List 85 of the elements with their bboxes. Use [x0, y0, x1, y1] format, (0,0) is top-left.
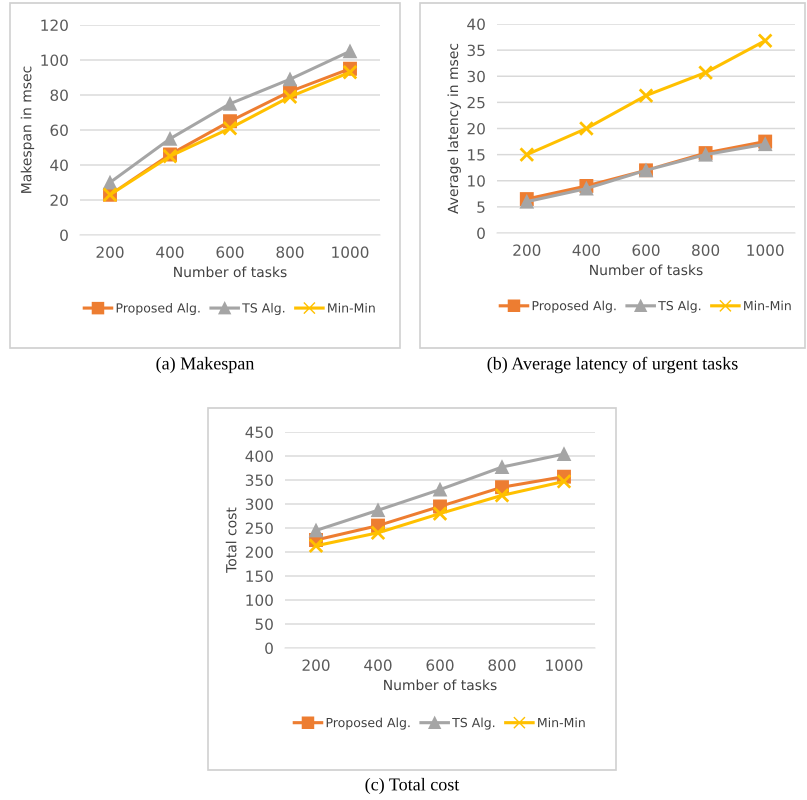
point: [557, 447, 571, 462]
y-tick-label: 120: [41, 19, 68, 32]
y-tick-label: 350: [246, 474, 273, 486]
point: [342, 64, 358, 80]
point: [698, 64, 714, 80]
point: [519, 146, 534, 162]
point: [371, 503, 385, 518]
point: [578, 120, 594, 136]
y-tick-label: 450: [245, 426, 273, 438]
legend-label: TS Alg.: [452, 718, 494, 730]
x-tick-label: 1000: [332, 246, 368, 258]
y-tick-label: 0: [477, 227, 485, 240]
x-tick-label: 1000: [747, 244, 784, 256]
point: [309, 523, 323, 538]
x-tick-label: 1000: [546, 659, 582, 671]
y-tick-label: 250: [246, 522, 273, 534]
y-tick-label: 30: [468, 70, 485, 82]
point: [758, 33, 773, 48]
point: [432, 506, 448, 522]
x-tick-label: 800: [488, 659, 516, 671]
x-axis-title: Number of tasks: [174, 266, 287, 278]
point: [370, 525, 386, 540]
point: [494, 488, 510, 503]
y-tick-label: 15: [468, 149, 485, 161]
x-tick-label: 200: [96, 246, 124, 258]
legend-label: Proposed Alg.: [326, 718, 410, 730]
x-axis-title: Number of tasks: [590, 264, 703, 276]
legend-label: Min-Min: [744, 300, 791, 310]
y-tick-label: 200: [246, 546, 273, 558]
y-tick-label: 40: [467, 18, 485, 30]
text: (a) Makespan: [156, 356, 254, 374]
text: (c) Total cost: [365, 778, 460, 794]
y-axis-title: Makespan in msec: [20, 66, 34, 193]
y-tick-label: 80: [50, 89, 68, 102]
y-tick-label: 0: [265, 642, 273, 654]
y-tick-label: 10: [468, 175, 485, 187]
x-tick-label: 600: [632, 244, 660, 256]
point: [103, 176, 117, 190]
legend-label: Proposed Alg.: [532, 300, 616, 313]
x-tick-label: 200: [302, 659, 330, 671]
y-tick-label: 40: [50, 159, 68, 172]
point: [283, 72, 297, 86]
x-tick-label: 800: [276, 246, 304, 258]
y-tick-label: 5: [477, 202, 485, 213]
x-axis-title: Number of tasks: [384, 679, 497, 690]
y-tick-label: 20: [50, 194, 68, 206]
point: [758, 137, 772, 152]
point: [579, 182, 594, 196]
point: [223, 96, 237, 111]
x-tick-label: 600: [426, 659, 454, 671]
y-tick-label: 300: [246, 498, 273, 510]
x-tick-label: 200: [513, 244, 540, 256]
point: [495, 460, 509, 474]
x-tick-label: 600: [216, 246, 244, 258]
point: [520, 194, 534, 209]
y-axis-title: Total cost: [226, 508, 236, 573]
point: [282, 89, 298, 104]
legend-label: Proposed Alg.: [116, 302, 200, 316]
y-axis-title: Average latency in msec: [447, 44, 461, 214]
y-tick-label: 400: [245, 450, 273, 462]
point: [163, 132, 177, 146]
x-tick-label: 400: [364, 659, 392, 671]
point: [222, 120, 238, 136]
y-tick-label: 20: [468, 122, 485, 135]
x-tick-label: 400: [156, 246, 184, 258]
y-tick-label: 150: [246, 570, 273, 582]
point: [556, 474, 572, 490]
legend-label: TS Alg.: [242, 302, 284, 316]
y-tick-label: 25: [468, 96, 485, 108]
point: [638, 88, 654, 104]
point: [433, 482, 447, 497]
point: [308, 538, 324, 554]
y-tick-label: 35: [468, 44, 485, 56]
point: [343, 44, 357, 58]
y-tick-label: 0: [60, 229, 68, 242]
y-tick-label: 50: [256, 618, 273, 630]
x-tick-label: 800: [692, 244, 720, 256]
y-tick-label: 60: [50, 124, 68, 136]
legend-label: Min-Min: [328, 302, 375, 312]
y-tick-label: 100: [41, 54, 68, 66]
legend-label: TS Alg.: [658, 300, 700, 313]
legend-label: Min-Min: [538, 718, 585, 728]
text: (b) Average latency of urgent tasks: [488, 356, 738, 374]
x-tick-label: 400: [572, 244, 600, 256]
y-tick-label: 100: [246, 594, 273, 606]
